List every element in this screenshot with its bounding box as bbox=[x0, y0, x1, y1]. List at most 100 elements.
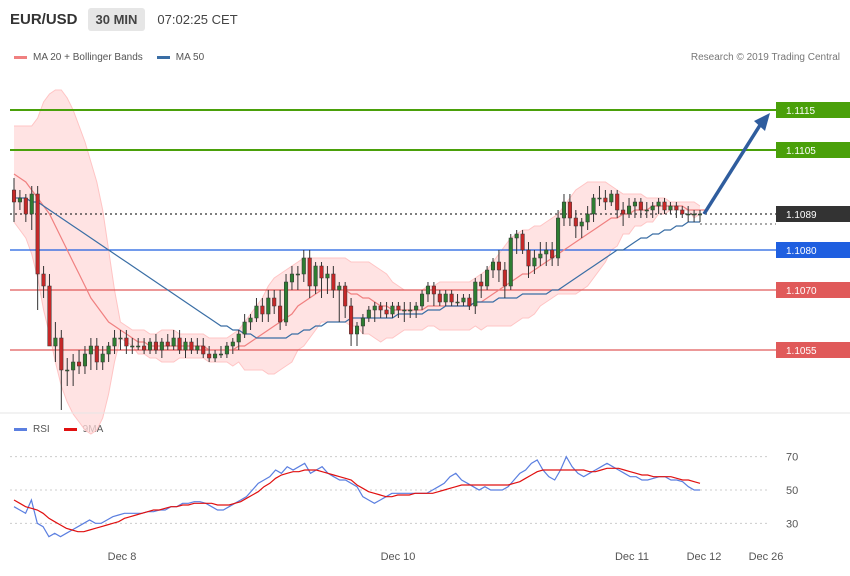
candle-body bbox=[201, 346, 205, 354]
candle-body bbox=[166, 342, 170, 346]
candle-body bbox=[343, 286, 347, 306]
candle-body bbox=[125, 338, 129, 346]
candle-body bbox=[550, 250, 554, 258]
candle-body bbox=[290, 274, 294, 282]
candle-body bbox=[255, 306, 259, 318]
candle-body bbox=[568, 202, 572, 218]
candle-body bbox=[503, 270, 507, 286]
candle-body bbox=[592, 198, 596, 214]
candle-body bbox=[95, 346, 99, 362]
level-label-1.1080: 1.1080 bbox=[786, 246, 817, 257]
candle-body bbox=[302, 258, 306, 274]
candle-body bbox=[527, 250, 531, 266]
rsi-tick-label-70: 70 bbox=[786, 452, 798, 464]
candle-body bbox=[373, 306, 377, 310]
candle-body bbox=[225, 346, 229, 354]
candle-body bbox=[610, 194, 614, 202]
candle-body bbox=[438, 294, 442, 302]
candle-body bbox=[24, 198, 28, 214]
candle-body bbox=[680, 210, 684, 214]
candle-body bbox=[686, 214, 690, 215]
candle-body bbox=[450, 294, 454, 302]
candle-body bbox=[136, 346, 140, 347]
candle-body bbox=[509, 238, 513, 286]
level-label-1.1089: 1.1089 bbox=[786, 210, 817, 221]
candle-body bbox=[107, 346, 111, 354]
candle-body bbox=[267, 298, 271, 314]
candle-body bbox=[533, 258, 537, 266]
candle-body bbox=[184, 342, 188, 350]
candle-body bbox=[48, 286, 52, 346]
candle-body bbox=[420, 294, 424, 306]
candle-body bbox=[521, 234, 525, 250]
candle-body bbox=[544, 250, 548, 254]
candle-body bbox=[367, 310, 371, 318]
candle-body bbox=[562, 202, 566, 218]
candle-body bbox=[142, 346, 146, 350]
candle-body bbox=[580, 222, 584, 226]
candle-body bbox=[101, 354, 105, 362]
candle-body bbox=[337, 286, 341, 290]
candle-body bbox=[178, 338, 182, 350]
candle-body bbox=[296, 274, 300, 275]
candle-body bbox=[468, 298, 472, 306]
candle-body bbox=[645, 210, 649, 211]
candle-body bbox=[485, 270, 489, 286]
candle-body bbox=[397, 306, 401, 310]
candle-body bbox=[36, 194, 40, 274]
candle-body bbox=[586, 214, 590, 222]
candle-body bbox=[213, 354, 217, 358]
candle-body bbox=[249, 318, 253, 322]
candle-body bbox=[456, 302, 460, 303]
candle-body bbox=[326, 274, 330, 278]
candle-body bbox=[160, 342, 164, 350]
x-tick-label: Dec 10 bbox=[381, 551, 416, 563]
candle-body bbox=[231, 342, 235, 346]
candle-body bbox=[42, 274, 46, 286]
rsi-line bbox=[14, 457, 700, 537]
candle-body bbox=[71, 362, 75, 370]
level-label-1.1055: 1.1055 bbox=[786, 346, 817, 357]
candle-body bbox=[89, 346, 93, 354]
candle-body bbox=[237, 334, 241, 342]
candle-body bbox=[657, 202, 661, 206]
candle-body bbox=[172, 338, 176, 346]
candle-body bbox=[60, 338, 64, 370]
candle-body bbox=[148, 342, 152, 350]
candle-body bbox=[497, 262, 501, 270]
level-label-1.1105: 1.1105 bbox=[786, 146, 816, 157]
candle-body bbox=[663, 202, 667, 210]
x-tick-label: Dec 12 bbox=[687, 551, 722, 563]
candle-body bbox=[403, 310, 407, 311]
candle-body bbox=[77, 362, 81, 366]
candle-body bbox=[207, 354, 211, 358]
candle-body bbox=[639, 202, 643, 210]
candle-body bbox=[349, 306, 353, 334]
candle-body bbox=[54, 338, 58, 346]
rsi-tick-label-30: 30 bbox=[786, 518, 798, 530]
candle-body bbox=[314, 266, 318, 286]
candle-body bbox=[414, 306, 418, 310]
candle-body bbox=[692, 214, 696, 215]
candle-body bbox=[379, 306, 383, 310]
forecast-arrow-line bbox=[704, 122, 762, 214]
candle-body bbox=[355, 326, 359, 334]
candle-body bbox=[479, 282, 483, 286]
candle-body bbox=[261, 306, 265, 314]
candle-body bbox=[243, 322, 247, 334]
candle-body bbox=[12, 190, 16, 202]
candle-body bbox=[196, 346, 200, 350]
candle-body bbox=[426, 286, 430, 294]
candle-body bbox=[131, 346, 135, 347]
candle-body bbox=[698, 214, 702, 215]
candle-body bbox=[154, 342, 158, 350]
candle-body bbox=[30, 194, 34, 214]
candle-body bbox=[669, 206, 673, 210]
candle-body bbox=[615, 194, 619, 210]
candle-body bbox=[604, 198, 608, 202]
rsi-9ma-line bbox=[14, 468, 700, 531]
candle-body bbox=[633, 202, 637, 206]
candle-body bbox=[627, 206, 631, 214]
candle-body bbox=[408, 310, 412, 311]
